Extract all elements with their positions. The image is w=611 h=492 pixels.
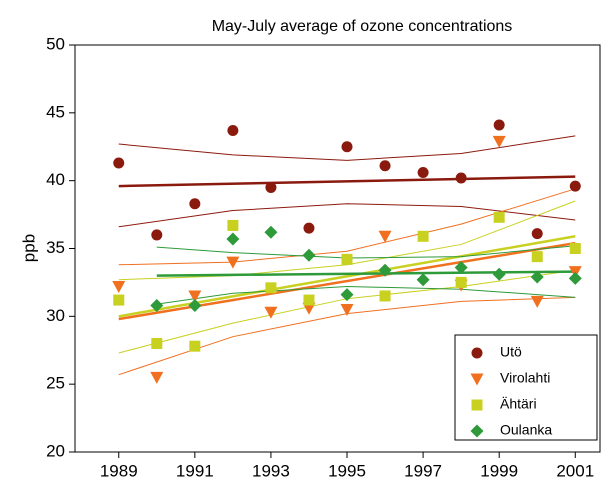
data-point	[417, 167, 429, 179]
data-point	[379, 160, 391, 172]
legend-marker	[471, 347, 483, 359]
data-point	[113, 157, 125, 169]
legend-marker	[470, 424, 484, 438]
data-point	[530, 270, 544, 284]
x-tick-label: 1991	[176, 461, 214, 480]
data-point	[531, 251, 543, 263]
data-point	[378, 230, 392, 243]
y-tick-label: 25	[46, 374, 65, 393]
data-point	[188, 290, 202, 303]
data-point	[227, 124, 239, 136]
x-tick-label: 1997	[404, 461, 442, 480]
y-tick-label: 35	[46, 238, 65, 257]
confidence-lower	[118, 203, 576, 228]
data-point	[188, 298, 202, 312]
data-point	[151, 229, 163, 241]
data-point	[150, 298, 164, 312]
data-point	[303, 294, 315, 306]
data-point	[113, 294, 125, 306]
data-point	[150, 371, 164, 384]
data-point	[455, 276, 467, 288]
data-point	[340, 304, 354, 317]
x-tick-label: 1989	[100, 461, 138, 480]
data-point	[265, 282, 277, 294]
data-point	[264, 225, 278, 239]
y-tick-label: 50	[46, 34, 65, 53]
x-tick-label: 1993	[252, 461, 290, 480]
data-point	[265, 181, 277, 193]
legend-box	[454, 334, 598, 441]
y-axis-label: ppb	[19, 234, 38, 262]
data-point	[341, 253, 353, 265]
confidence-lower	[156, 285, 576, 305]
legend-label: Virolahti	[500, 370, 550, 386]
data-point	[417, 230, 429, 242]
trend-line	[156, 270, 576, 277]
data-point	[492, 135, 506, 148]
data-point	[303, 222, 315, 234]
data-point	[379, 290, 391, 302]
y-tick-label: 20	[46, 441, 65, 460]
data-point	[493, 211, 505, 223]
legend-marker	[471, 399, 483, 411]
confidence-upper	[118, 200, 576, 281]
data-point	[492, 267, 506, 281]
y-tick-label: 40	[46, 170, 65, 189]
data-point	[302, 302, 316, 315]
data-point	[341, 141, 353, 153]
data-point	[227, 219, 239, 231]
legend-label: Utö	[500, 344, 522, 360]
data-point	[340, 288, 354, 302]
y-tick-label: 30	[46, 306, 65, 325]
data-point	[378, 263, 392, 277]
data-point	[530, 295, 544, 308]
y-tick-label: 45	[46, 102, 65, 121]
data-point	[416, 273, 430, 287]
data-point	[568, 271, 582, 285]
x-tick-label: 1999	[480, 461, 518, 480]
legend-marker	[470, 373, 484, 386]
legend-label: Ähtäri	[500, 396, 537, 412]
trend-line	[118, 175, 576, 188]
data-point	[493, 119, 505, 131]
data-point	[569, 243, 581, 254]
data-point	[531, 228, 543, 240]
x-tick-label: 2001	[556, 461, 594, 480]
data-point	[569, 180, 581, 192]
chart-title: May-July average of ozone concentrations	[212, 18, 513, 35]
x-tick-label: 1995	[328, 461, 366, 480]
data-point	[454, 260, 468, 274]
data-point	[302, 248, 316, 262]
data-point	[226, 256, 240, 269]
data-point	[112, 280, 126, 293]
data-point	[264, 306, 278, 319]
data-point	[189, 198, 201, 210]
data-point	[455, 172, 467, 184]
legend-label: Oulanka	[500, 422, 552, 438]
data-point	[151, 337, 163, 349]
data-point	[189, 340, 201, 352]
data-point	[226, 232, 240, 246]
